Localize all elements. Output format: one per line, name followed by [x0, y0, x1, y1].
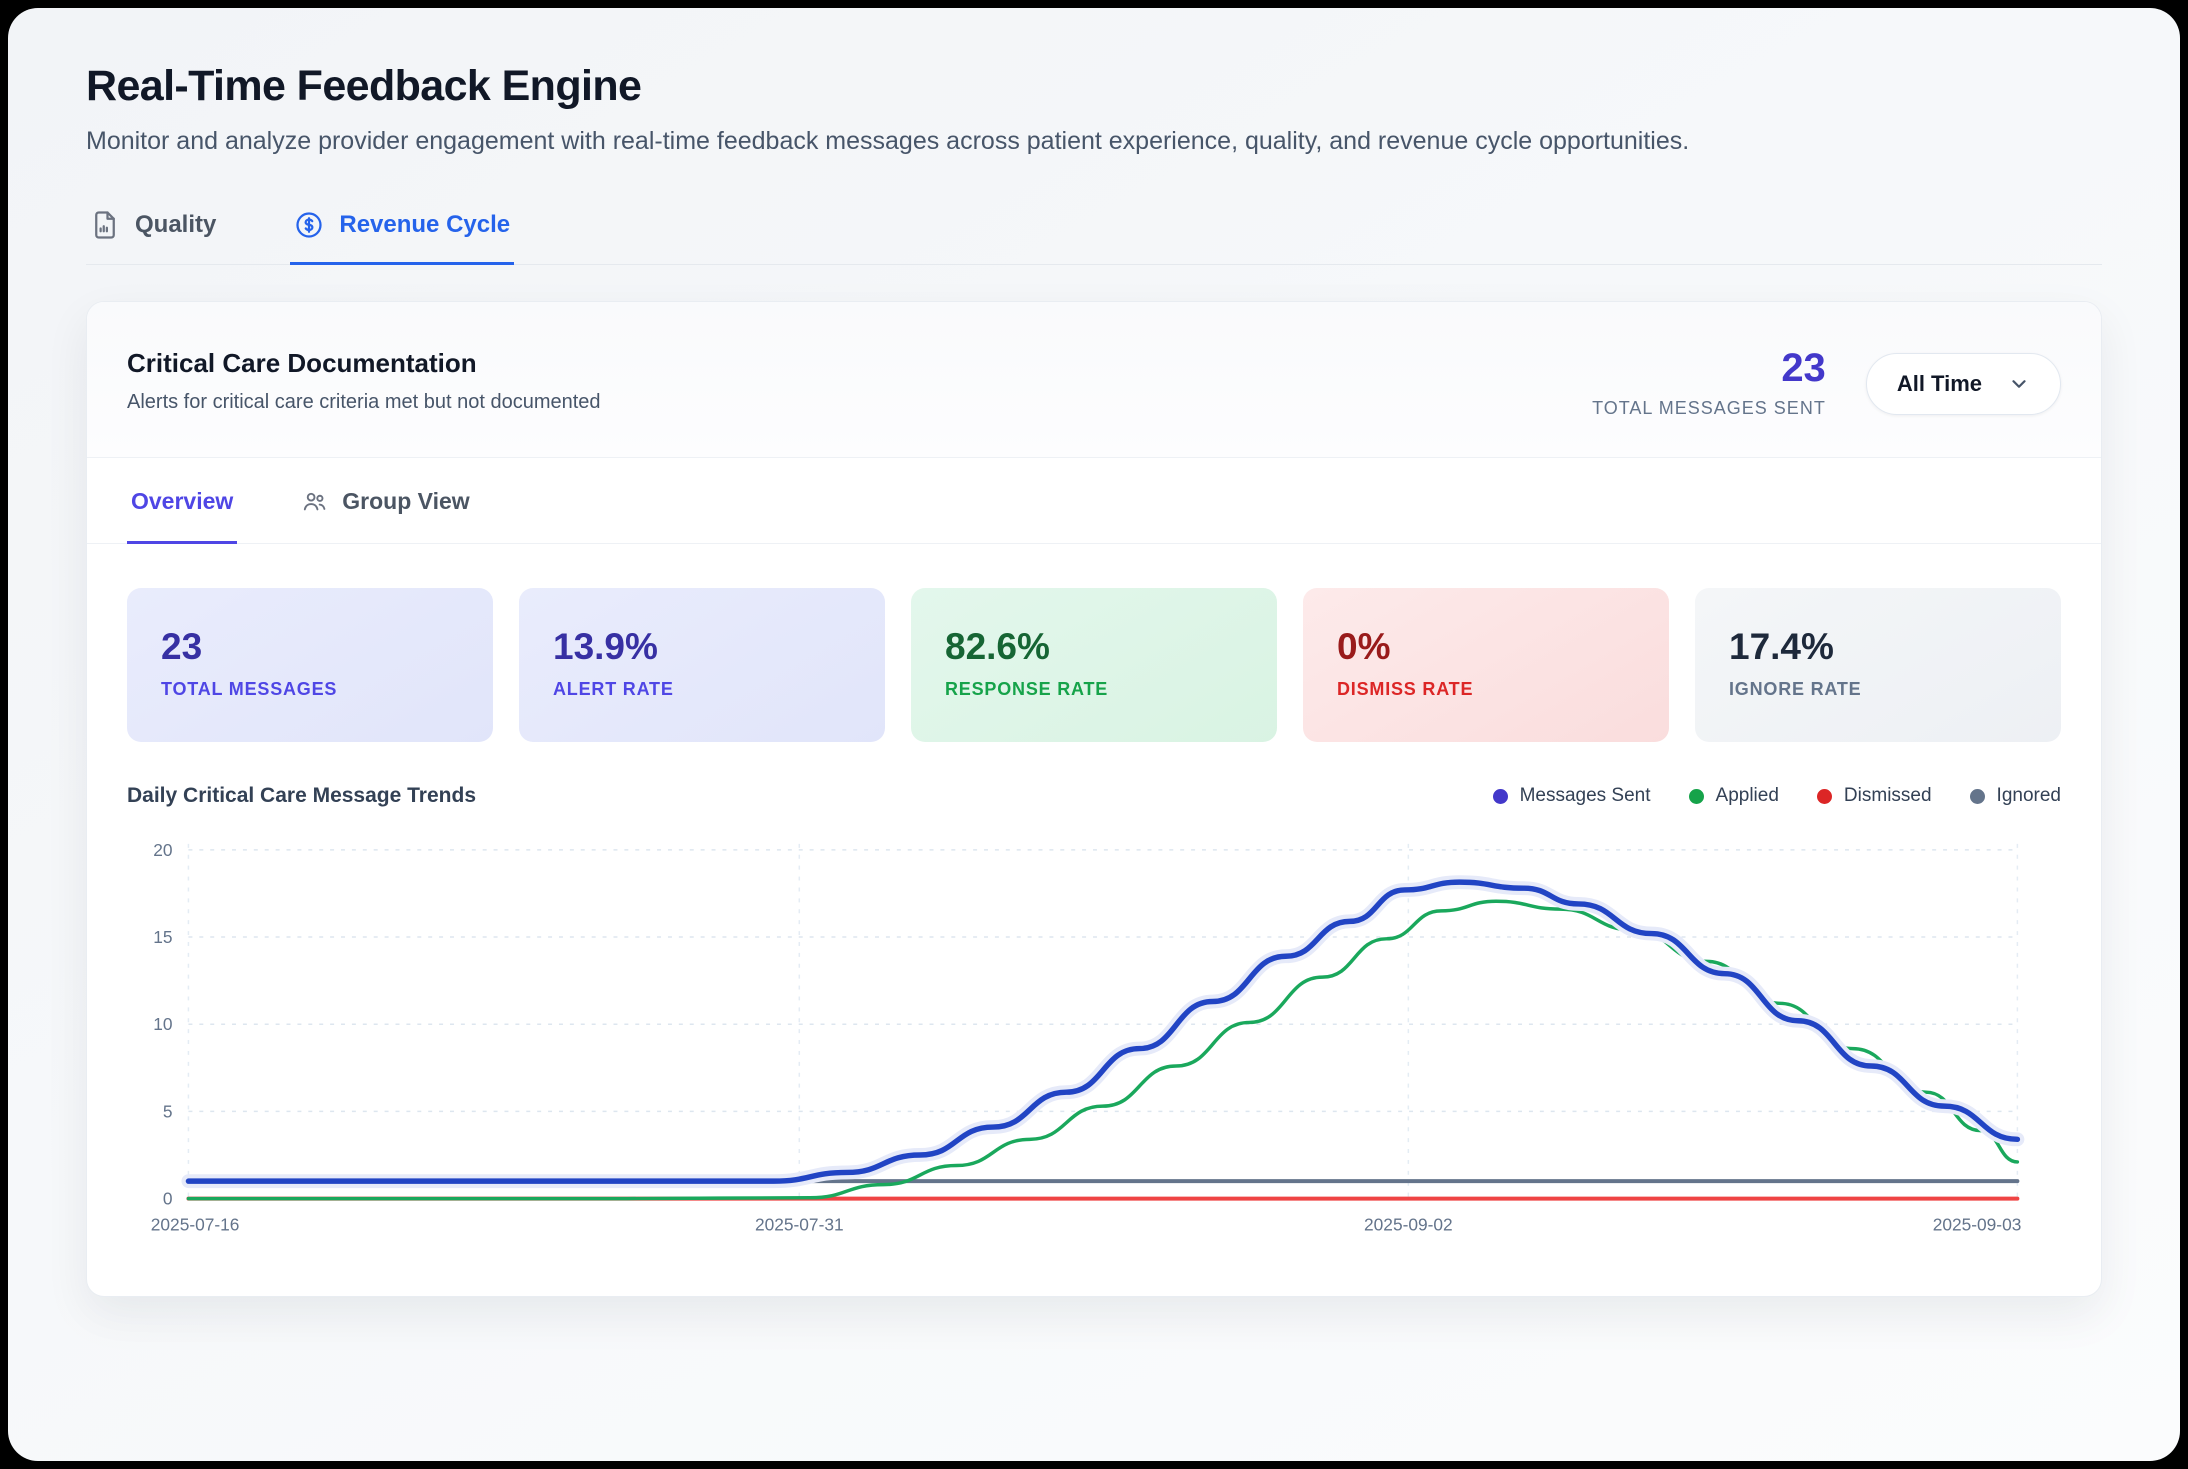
main-tabs: Quality Revenue Cycle — [86, 204, 2102, 265]
svg-text:2025-07-16: 2025-07-16 — [151, 1214, 240, 1234]
svg-text:10: 10 — [153, 1014, 172, 1034]
total-messages-sent-value: 23 — [1781, 346, 1826, 390]
svg-text:15: 15 — [153, 927, 172, 947]
chevron-down-icon — [2012, 379, 2026, 388]
legend-label: Ignored — [1996, 785, 2061, 806]
page-subtitle: Monitor and analyze provider engagement … — [86, 127, 1690, 155]
legend-label: Messages Sent — [1519, 785, 1651, 806]
tab-group-view[interactable]: Group View — [297, 458, 473, 544]
legend-item-applied: Applied — [1688, 785, 1779, 807]
dollar-circle-icon — [296, 212, 322, 238]
stat-label: DISMISS RATE — [1337, 679, 1474, 699]
total-messages-sent-label: TOTAL MESSAGES SENT — [1592, 398, 1826, 418]
trend-line-chart[interactable]: 0 5 10 15 20 2025-07-16 2025-07-31 2025-09-02 20… — [127, 832, 2061, 1246]
chart-section: Daily Critical Care Message Trends Messa… — [87, 742, 2101, 1296]
users-icon — [304, 492, 326, 511]
svg-text:2025-09-03: 2025-09-03 — [1933, 1214, 2022, 1234]
tab-revenue-cycle[interactable]: Revenue Cycle — [290, 204, 515, 265]
stat-value: 13.9% — [553, 626, 658, 667]
chart-title: Daily Critical Care Message Trends — [127, 784, 476, 807]
file-chart-icon — [95, 211, 115, 239]
stat-label: RESPONSE RATE — [945, 679, 1109, 699]
time-range-select[interactable]: All Time — [1865, 352, 2061, 415]
legend-item-dismissed: Dismissed — [1816, 785, 1932, 807]
legend-label: Applied — [1715, 785, 1779, 806]
app-window: Real-Time Feedback Engine Monitor and an… — [8, 8, 2180, 1461]
svg-text:0: 0 — [163, 1189, 173, 1209]
legend-dot-icon — [1688, 788, 1704, 804]
card-title: Critical Care Documentation — [127, 348, 477, 378]
legend-item-ignored: Ignored — [1969, 785, 2061, 807]
stat-total-messages: 23 TOTAL MESSAGES — [127, 588, 493, 742]
card-header: Critical Care Documentation Alerts for c… — [87, 302, 2101, 458]
stat-value: 82.6% — [945, 626, 1050, 667]
legend-dot-icon — [1969, 788, 1985, 804]
stat-label: TOTAL MESSAGES — [161, 679, 338, 699]
legend-label: Dismissed — [1843, 785, 1932, 806]
total-messages-sent: 23 TOTAL MESSAGES SENT — [1592, 348, 1826, 419]
svg-text:2025-09-02: 2025-09-02 — [1364, 1214, 1453, 1234]
view-tabs: Overview Group View — [87, 458, 2101, 544]
view-tab-label: Group View — [342, 488, 470, 514]
tab-label: Revenue Cycle — [339, 211, 511, 238]
stat-alert-rate: 13.9% ALERT RATE — [519, 588, 885, 742]
legend-item-messages-sent: Messages Sent — [1492, 785, 1651, 807]
tab-label: Quality — [135, 211, 217, 238]
view-tab-label: Overview — [131, 488, 234, 514]
svg-text:20: 20 — [153, 840, 172, 860]
stats-row: 23 TOTAL MESSAGES 13.9% ALERT RATE 82.6%… — [87, 544, 2101, 742]
stat-value: 0% — [1337, 626, 1391, 667]
chart-legend: Messages Sent Applied Dismissed Ign — [1492, 785, 2061, 807]
stat-ignore-rate: 17.4% IGNORE RATE — [1695, 588, 2061, 742]
stat-response-rate: 82.6% RESPONSE RATE — [911, 588, 1277, 742]
legend-dot-icon — [1492, 788, 1508, 804]
legend-dot-icon — [1816, 788, 1832, 804]
tab-quality[interactable]: Quality — [86, 204, 220, 265]
svg-text:5: 5 — [163, 1101, 173, 1121]
stat-dismiss-rate: 0% DISMISS RATE — [1303, 588, 1669, 742]
stat-label: IGNORE RATE — [1729, 679, 1862, 699]
stat-value: 17.4% — [1729, 626, 1834, 667]
critical-care-card: Critical Care Documentation Alerts for c… — [86, 301, 2102, 1298]
card-subtitle: Alerts for critical care criteria met bu… — [127, 391, 601, 413]
page-title: Real-Time Feedback Engine — [86, 62, 642, 110]
svg-text:2025-07-31: 2025-07-31 — [755, 1214, 844, 1234]
tab-overview[interactable]: Overview — [127, 458, 238, 544]
stat-label: ALERT RATE — [553, 679, 674, 699]
time-range-value: All Time — [1896, 370, 1982, 396]
stat-value: 23 — [161, 626, 203, 667]
